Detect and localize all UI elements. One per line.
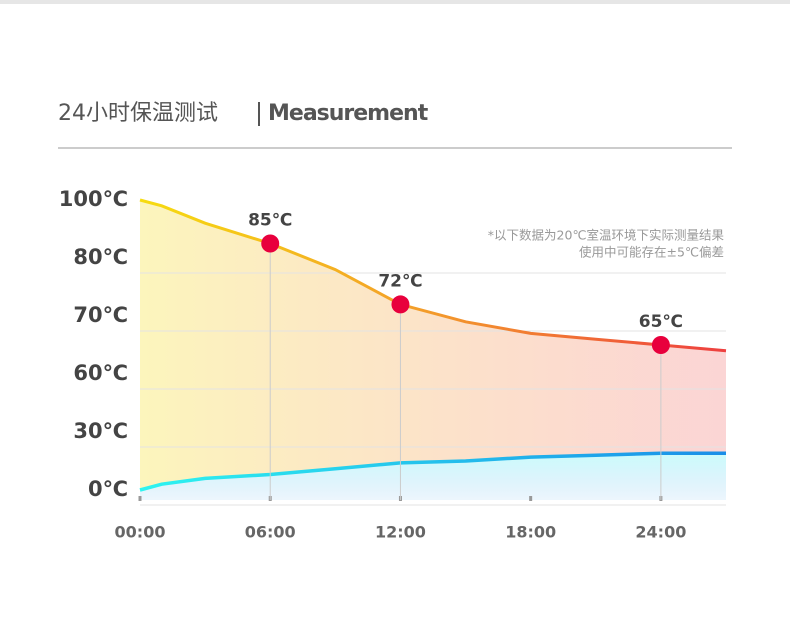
note: *以下数据为20℃室温环境下实际测量结果 <box>488 228 725 243</box>
y-tick-label: 0℃ <box>88 477 128 501</box>
point <box>261 234 280 253</box>
chart-title: 24小时保温测试 <box>58 101 218 126</box>
chart-subtitle: Measurement <box>268 101 429 126</box>
y-tick-label: 80℃ <box>73 245 128 269</box>
note: 使用中可能存在±5℃偏差 <box>579 245 724 260</box>
x-tick-label: 12:00 <box>375 523 426 542</box>
tick-mark <box>529 496 533 501</box>
area <box>140 200 726 500</box>
divider <box>258 102 260 126</box>
value-label: 85℃ <box>248 211 292 231</box>
x-tick-label: 18:00 <box>505 523 556 542</box>
top-bar <box>0 0 790 4</box>
area <box>140 453 726 500</box>
y-tick-label: 60℃ <box>73 361 128 385</box>
y-tick-label: 30℃ <box>73 419 128 443</box>
x-tick-label: 24:00 <box>635 523 686 542</box>
y-tick-label: 70℃ <box>73 303 128 327</box>
point <box>651 336 670 354</box>
value-label: 72℃ <box>378 271 422 291</box>
value-label: 65℃ <box>639 312 683 332</box>
x-tick-label: 06:00 <box>245 523 296 542</box>
tick-mark <box>138 496 142 501</box>
point <box>391 295 410 314</box>
y-tick-label: 100℃ <box>59 187 128 211</box>
x-tick-label: 00:00 <box>115 523 166 542</box>
